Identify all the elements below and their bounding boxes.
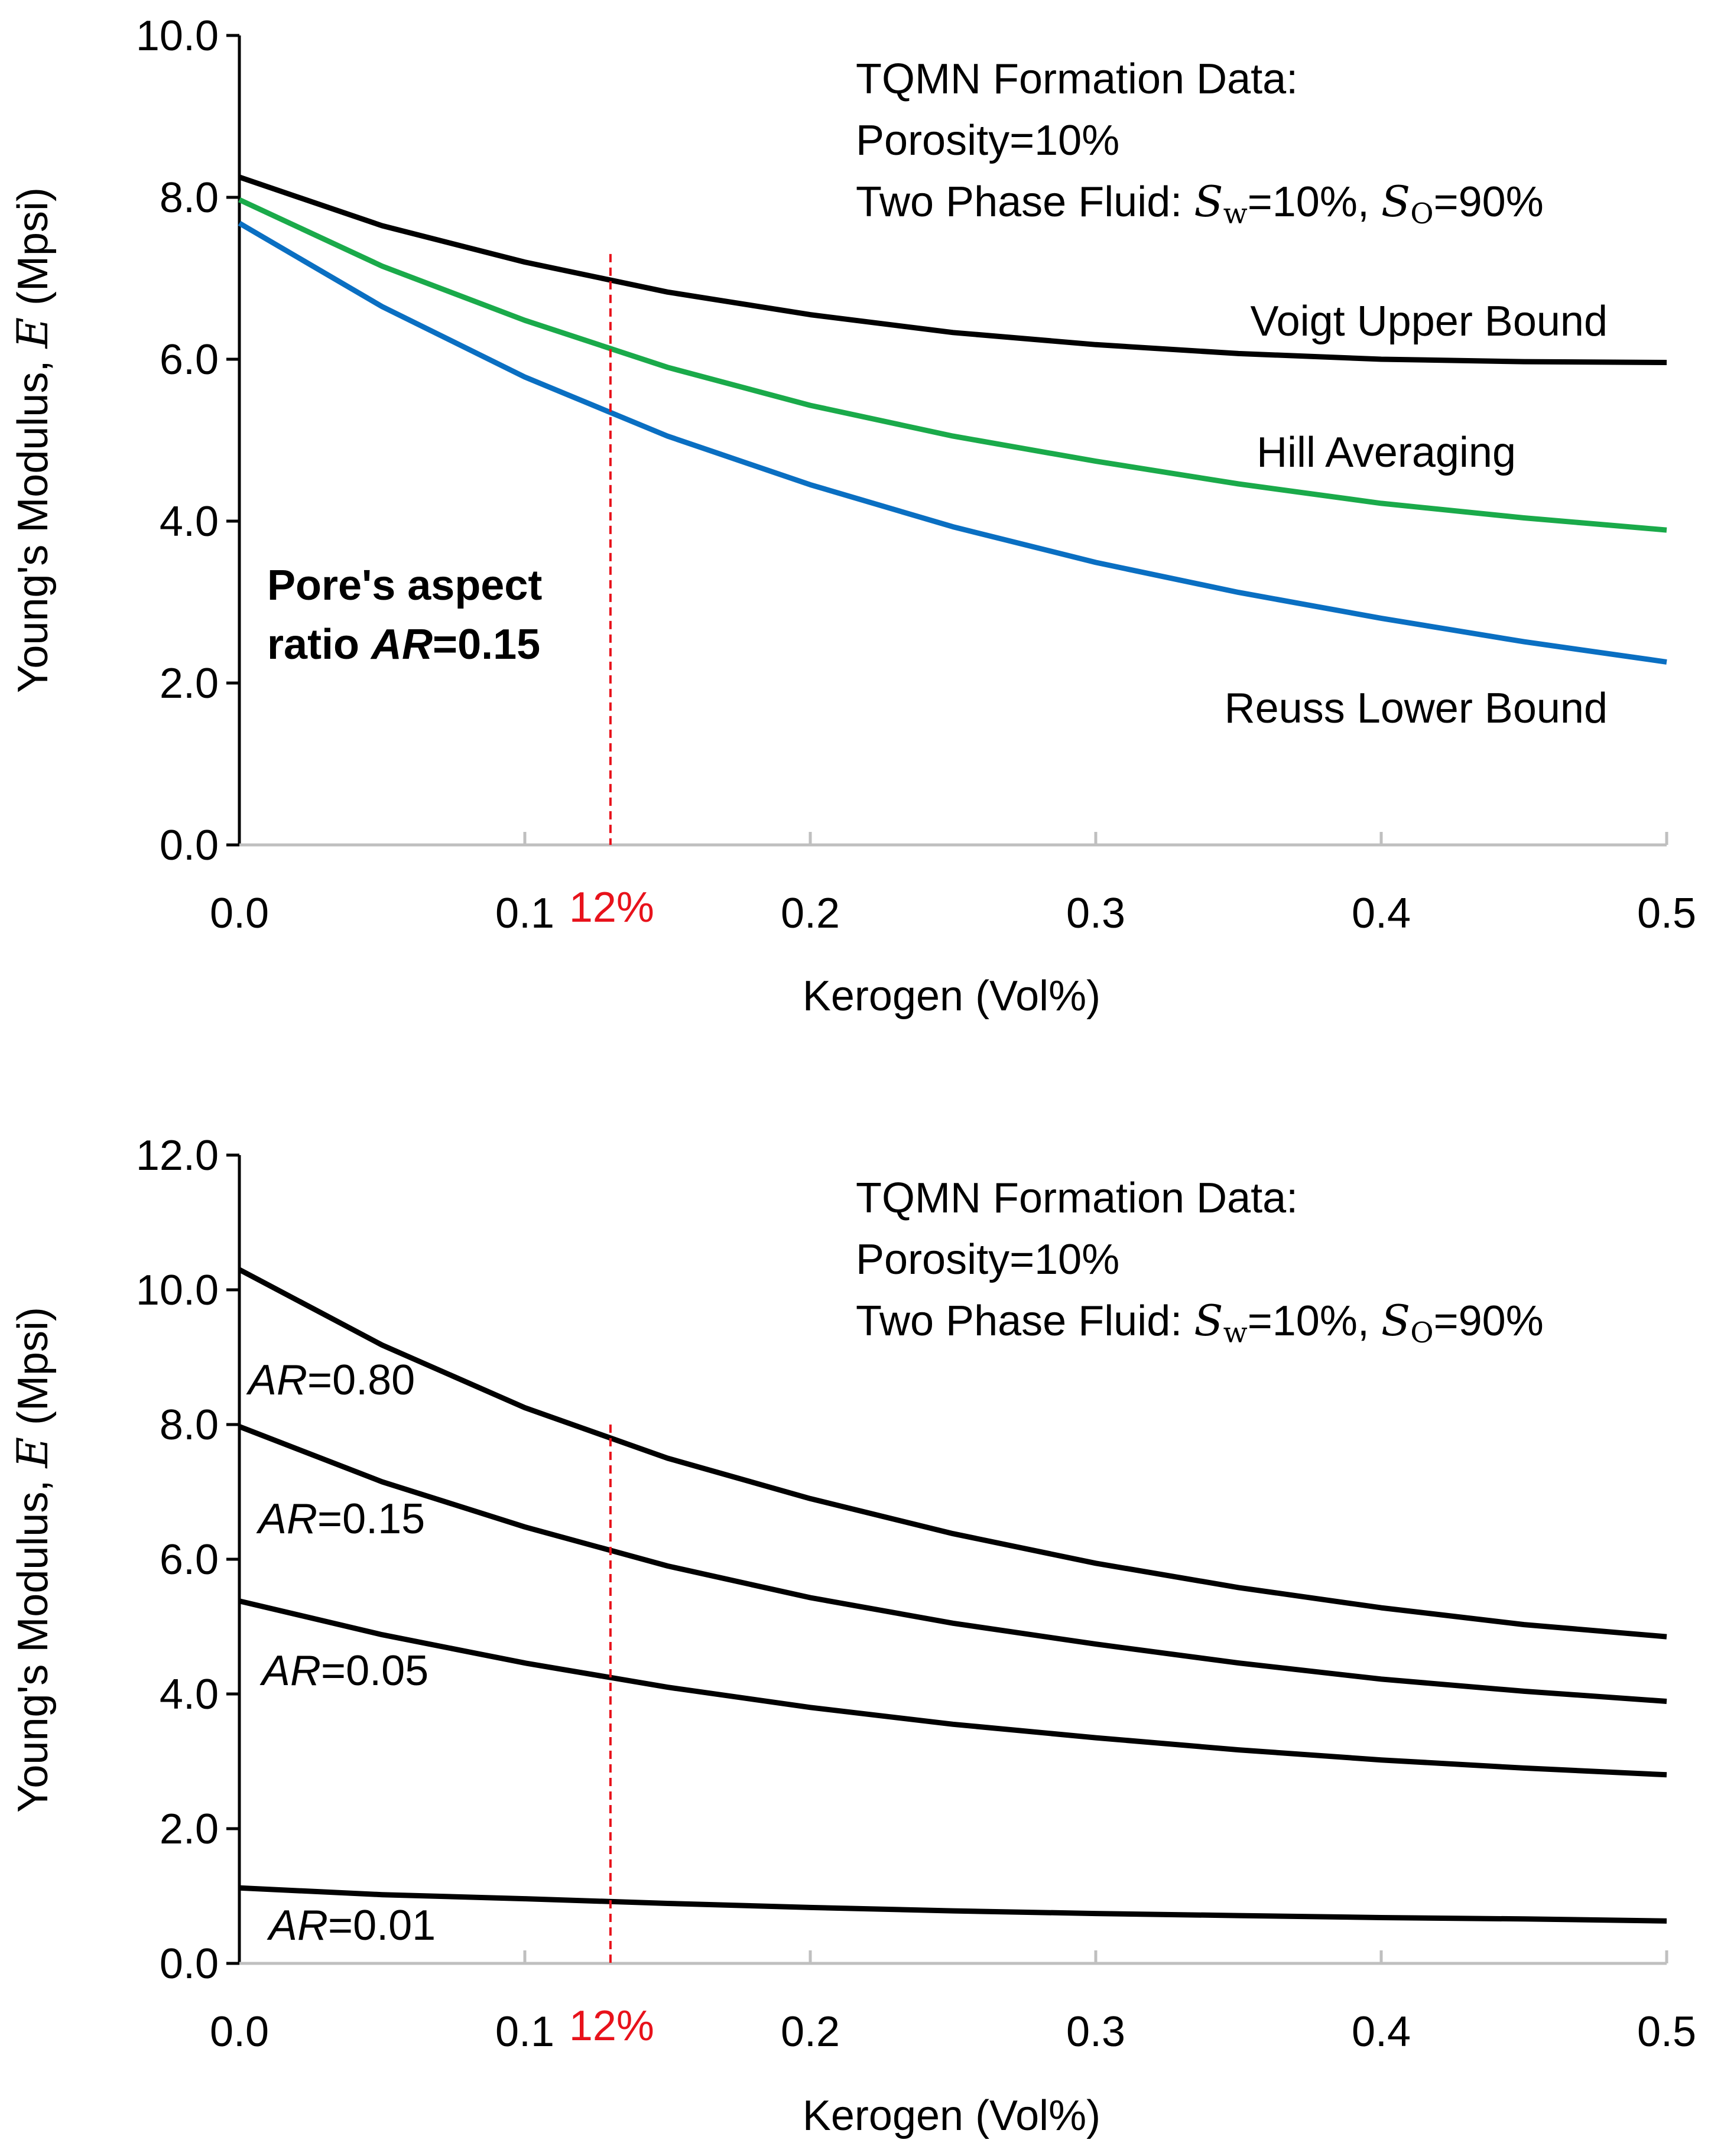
- chart-bottom: 0.02.04.06.08.010.012.0 0.0 0.1 0.2 0.3 0.4 0…: [8, 1132, 1696, 2139]
- x-tick-label: 0.3: [1066, 890, 1125, 937]
- chart-top-y-axis-title: Young's Modulus, E (Mpsi): [8, 187, 57, 693]
- info-line-1: TQMN Formation Data:: [856, 1175, 1298, 1222]
- series-line-ar-0-05: [238, 1598, 1667, 1778]
- chart-top-y-ticks: 0.0 2.0 4.0 6.0 8.0 10.0: [136, 12, 239, 869]
- series-line-ar-0-80: [238, 1267, 1667, 1640]
- chart-bottom-12pct-marker-label: 12%: [569, 2002, 654, 2050]
- series-label-reuss: Reuss Lower Bound: [1225, 685, 1608, 732]
- x-tick-label: 0.5: [1637, 890, 1696, 937]
- series-line-hill-averaging: [238, 197, 1667, 533]
- info-line-1: TQMN Formation Data:: [856, 56, 1298, 103]
- y-tick-label: 8.0: [160, 1401, 219, 1449]
- info-line-3: Two Phase Fluid: Sw=10%, SO=90%: [856, 1296, 1544, 1349]
- chart-bottom-info-box: TQMN Formation Data: Porosity=10% Two Ph…: [856, 1175, 1544, 1349]
- x-tick-label: 0.4: [1352, 890, 1411, 937]
- x-tick-label: 0.4: [1352, 2008, 1411, 2056]
- y-tick-label: 2.0: [160, 660, 219, 707]
- y-tick-label: 4.0: [160, 498, 219, 545]
- chart-bottom-series: [238, 1267, 1667, 1924]
- y-tick-label: 8.0: [160, 174, 219, 222]
- y-tick-label: 10.0: [136, 12, 219, 60]
- series-label-ar-005: AR=0.05: [259, 1647, 428, 1695]
- info-line-2: Porosity=10%: [856, 117, 1119, 164]
- chart-bottom-y-ticks: 0.0 2.0 4.0 6.0 8.0 10.0 12.0: [136, 1132, 239, 1988]
- y-tick-label: 12.0: [136, 1132, 219, 1179]
- x-tick-label: 0.0: [210, 2008, 269, 2056]
- chart-bottom-y-axis-title: Young's Modulus, E (Mpsi): [8, 1307, 57, 1813]
- x-tick-label: 0.3: [1066, 2008, 1125, 2056]
- y-tick-label: 10.0: [136, 1267, 219, 1314]
- series-line-ar-0-01: [239, 1885, 1667, 1924]
- y-tick-label: 6.0: [160, 336, 219, 383]
- series-label-ar-080: AR=0.80: [246, 1357, 415, 1404]
- y-tick-label: 4.0: [160, 1671, 219, 1718]
- x-tick-label: 0.5: [1637, 2008, 1696, 2056]
- aspect-note-line-2: ratio AR=0.15: [267, 621, 540, 668]
- x-tick-label: 0.0: [210, 890, 269, 937]
- x-tick-label: 0.1: [495, 890, 554, 937]
- y-tick-label: 0.0: [160, 1940, 219, 1988]
- y-tick-label: 2.0: [160, 1806, 219, 1853]
- series-line-reuss-lower-bound: [238, 220, 1667, 665]
- chart-top-12pct-marker-label: 12%: [569, 884, 654, 931]
- chart-bottom-x-axis-title: Kerogen (Vol%): [803, 2092, 1100, 2139]
- series-line-voigt-upper-bound: [238, 174, 1667, 365]
- series-label-hill: Hill Averaging: [1257, 429, 1516, 476]
- series-label-voigt: Voigt Upper Bound: [1251, 298, 1608, 345]
- aspect-note-line-1: Pore's aspect: [267, 562, 542, 609]
- chart-top-x-ticks: 0.0 0.1 0.2 0.3 0.4 0.5: [210, 832, 1696, 937]
- chart-top-x-axis-title: Kerogen (Vol%): [803, 973, 1100, 1020]
- x-tick-label: 0.1: [495, 2008, 554, 2056]
- x-tick-label: 0.2: [781, 2008, 840, 2056]
- chart-top: 0.0 2.0 4.0 6.0 8.0 10.0 0.0 0.1 0.2 0.3 0.4 0.5 1…: [8, 12, 1696, 1020]
- chart-top-aspect-note: Pore's aspect ratio AR=0.15: [267, 562, 542, 668]
- series-label-ar-015: AR=0.15: [256, 1495, 425, 1543]
- info-line-2: Porosity=10%: [856, 1236, 1119, 1283]
- chart-top-info-box: TQMN Formation Data: Porosity=10% Two Ph…: [856, 56, 1544, 230]
- series-line-ar-0-15: [238, 1424, 1667, 1704]
- chart-bottom-x-ticks: 0.0 0.1 0.2 0.3 0.4 0.5: [210, 1950, 1696, 2056]
- info-line-3: Two Phase Fluid: Sw=10%, SO=90%: [856, 177, 1544, 230]
- chart-top-series: [238, 174, 1667, 665]
- x-tick-label: 0.2: [781, 890, 840, 937]
- y-tick-label: 6.0: [160, 1536, 219, 1583]
- y-tick-label: 0.0: [160, 822, 219, 869]
- series-label-ar-001: AR=0.01: [267, 1902, 436, 1949]
